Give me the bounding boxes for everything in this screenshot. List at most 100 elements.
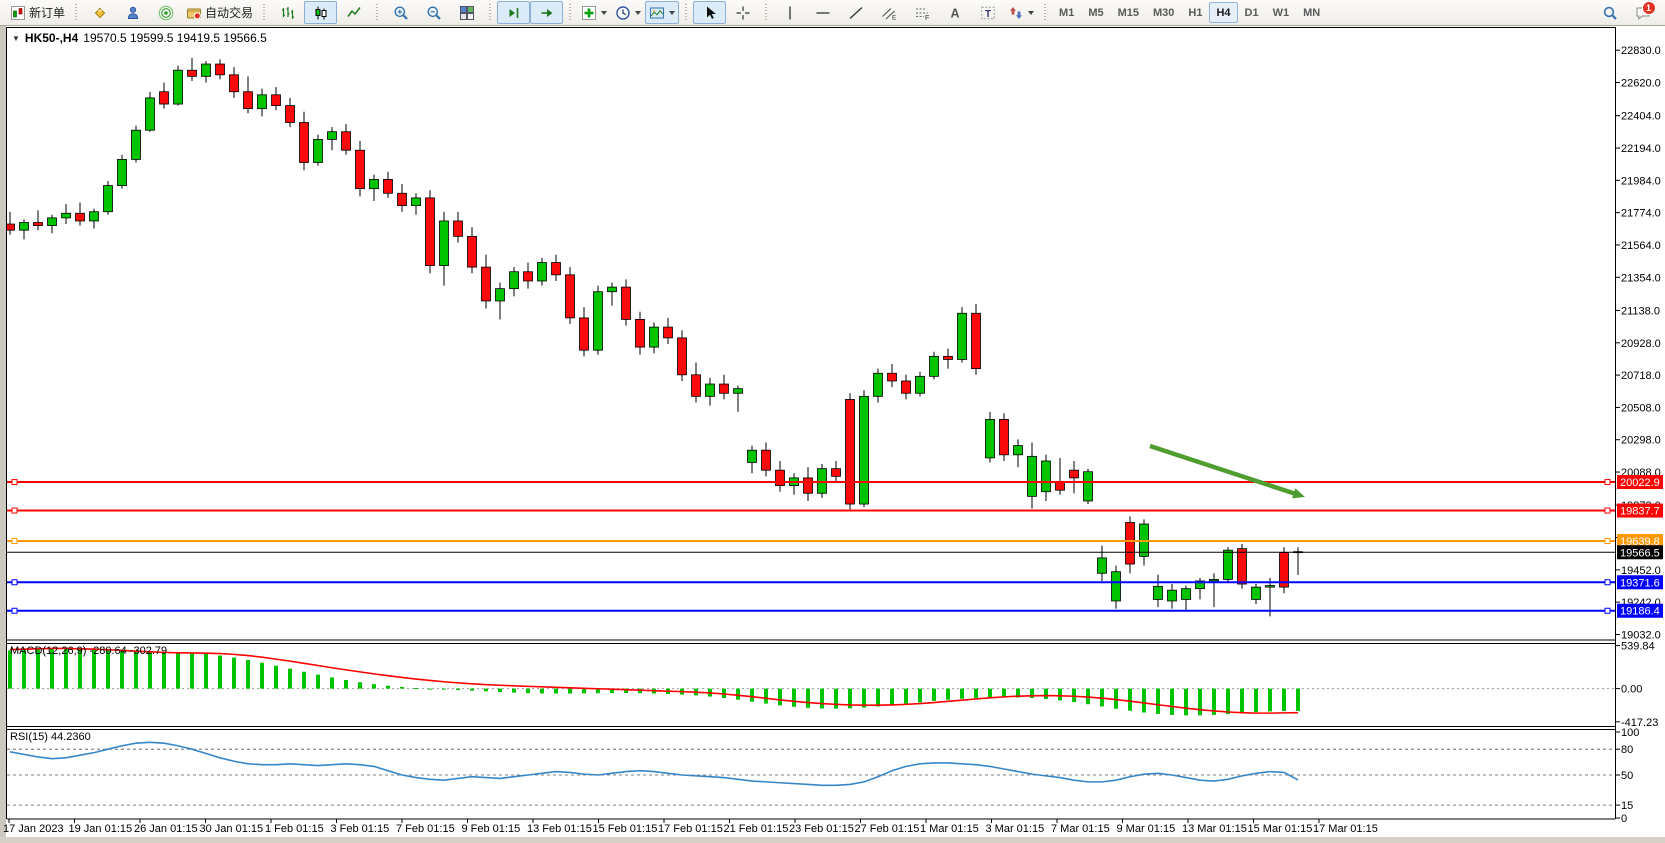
trend-arrow-head[interactable] (1292, 488, 1305, 499)
clock-icon (615, 5, 631, 21)
line-handle[interactable] (11, 607, 18, 614)
new-order-button[interactable]: 新订单 (6, 1, 69, 24)
line-handle[interactable] (11, 537, 18, 544)
market-watch-button[interactable] (83, 1, 116, 24)
dropdown-caret-icon[interactable] (601, 10, 608, 15)
crosshair-button[interactable] (726, 1, 759, 24)
svg-text:E: E (892, 14, 897, 21)
autotrading-button-label: 自动交易 (205, 6, 254, 20)
svg-text:20718.0: 20718.0 (1621, 370, 1661, 382)
line-handle[interactable] (11, 507, 18, 514)
label-button[interactable]: T (971, 1, 1004, 24)
periods-button[interactable] (611, 1, 645, 24)
tile-windows-button[interactable] (450, 1, 483, 24)
timeframe-mn[interactable]: MN (1296, 2, 1327, 23)
auto-scroll-button[interactable] (530, 1, 564, 24)
chart-title[interactable]: ▼ HK50-,H4 19570.5 19599.5 19419.5 19566… (12, 31, 267, 45)
chat-icon: 1 (1635, 0, 1656, 21)
svg-text:19639.8: 19639.8 (1620, 536, 1660, 548)
autotrading-button[interactable]: 自动交易 (182, 1, 257, 24)
zoom-out-button[interactable] (417, 1, 450, 24)
timeframe-w1[interactable]: W1 (1266, 2, 1297, 23)
vline-icon (782, 5, 798, 21)
signals-button[interactable] (149, 1, 182, 24)
trend-arrow[interactable] (1149, 443, 1297, 497)
line-handle[interactable] (1604, 607, 1611, 614)
main-toolbar: 新订单 自动交易 E F A T M1 M5 M15 M30 H1 H4 D1 W1 MN 1 (0, 0, 1665, 26)
vertical-line-button[interactable] (773, 1, 806, 24)
line-handle[interactable] (1604, 507, 1611, 514)
toolbar-separator (1044, 3, 1047, 22)
timeframe-m5[interactable]: M5 (1081, 2, 1110, 23)
cursor-button[interactable] (693, 1, 727, 24)
line-handle[interactable] (1604, 579, 1611, 586)
toolbar-separator (765, 3, 768, 22)
arrows-button[interactable] (1004, 1, 1038, 24)
timeframe-h4[interactable]: H4 (1209, 2, 1238, 23)
svg-text:19 Jan 01:15: 19 Jan 01:15 (69, 823, 133, 835)
indicator-add-icon (581, 5, 597, 21)
svg-text:7 Mar 01:15: 7 Mar 01:15 (1051, 823, 1110, 835)
line-chart-button[interactable] (337, 1, 370, 24)
zoom-in-button[interactable] (384, 1, 417, 24)
line-handle[interactable] (11, 479, 18, 486)
indicators-button[interactable] (577, 1, 611, 24)
svg-text:21138.0: 21138.0 (1621, 306, 1660, 318)
svg-text:100: 100 (1621, 727, 1639, 739)
svg-text:80: 80 (1621, 744, 1633, 756)
chart-shift-button[interactable] (497, 1, 531, 24)
shift-icon (506, 5, 522, 21)
horizontal-line-button[interactable] (806, 1, 839, 24)
rsi-line (9, 741, 1299, 787)
bar-chart-button[interactable] (271, 1, 304, 24)
community-button[interactable] (116, 1, 149, 24)
svg-text:30 Jan 01:15: 30 Jan 01:15 (200, 823, 264, 835)
chart-title-collapse-icon[interactable]: ▼ (12, 33, 20, 43)
template-icon (649, 5, 665, 21)
svg-text:21354.0: 21354.0 (1621, 272, 1661, 284)
line-handle[interactable] (1604, 537, 1611, 544)
notification-badge: 1 (1641, 0, 1656, 15)
line-handle[interactable] (1604, 479, 1611, 486)
fibonacci-button[interactable]: F (905, 1, 938, 24)
timeframe-h1[interactable]: H1 (1181, 2, 1209, 23)
svg-text:22830.0: 22830.0 (1621, 45, 1661, 57)
text-button[interactable]: A (938, 1, 971, 24)
timeframe-m1[interactable]: M1 (1052, 2, 1081, 23)
search-button[interactable] (1593, 1, 1626, 24)
rsi-indicator-label: RSI(15) 44.2360 (10, 731, 91, 743)
timeframe-mn-label: MN (1303, 6, 1321, 19)
svg-text:3 Mar 01:15: 3 Mar 01:15 (986, 823, 1045, 835)
timeframe-m15-label: M15 (1117, 6, 1139, 19)
channel-icon: E (881, 5, 897, 21)
svg-text:22620.0: 22620.0 (1621, 78, 1661, 90)
line-handle[interactable] (11, 579, 18, 586)
macd-indicator (8, 647, 1300, 716)
trendline-button[interactable] (839, 1, 872, 24)
svg-text:23 Feb 01:15: 23 Feb 01:15 (789, 823, 854, 835)
macd-signal-line (9, 647, 1299, 714)
level-price-badge: 19371.6 (1617, 575, 1663, 590)
dropdown-caret-icon[interactable] (635, 10, 642, 15)
toolbar-separator (685, 3, 688, 22)
level-price-badge: 20022.9 (1617, 475, 1663, 490)
timeframe-d1[interactable]: D1 (1238, 2, 1266, 23)
svg-text:21774.0: 21774.0 (1621, 208, 1661, 220)
templates-button[interactable] (645, 1, 680, 24)
candlestick-chart-button[interactable] (304, 1, 338, 24)
dropdown-caret-icon[interactable] (1028, 10, 1035, 15)
svg-text:T: T (984, 9, 990, 20)
svg-text:20298.0: 20298.0 (1621, 435, 1661, 447)
notifications-button[interactable]: 1 (1626, 0, 1659, 24)
timeframe-m30[interactable]: M30 (1146, 2, 1181, 23)
svg-text:9 Feb 01:15: 9 Feb 01:15 (462, 823, 521, 835)
timeframe-d1-label: D1 (1244, 6, 1259, 19)
channel-button[interactable]: E (872, 1, 905, 24)
timeframe-m15[interactable]: M15 (1111, 2, 1146, 23)
date-axis[interactable]: 17 Jan 2023 19 Jan 01:15 26 Jan 01:15 30 Ja… (3, 819, 1378, 835)
pane-borders (6, 27, 1616, 820)
svg-text:19032.0: 19032.0 (1621, 630, 1661, 642)
dropdown-caret-icon[interactable] (669, 10, 676, 15)
svg-text:9 Mar 01:15: 9 Mar 01:15 (1117, 823, 1176, 835)
